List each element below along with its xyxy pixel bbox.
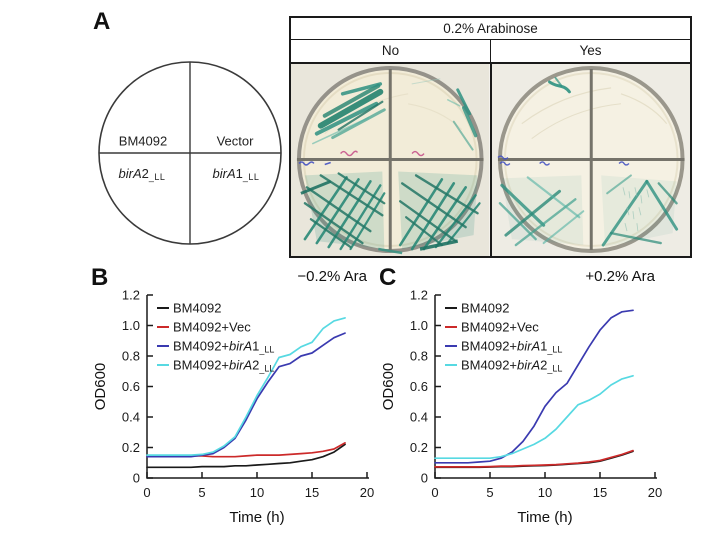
- gene-subscript: _LL: [148, 172, 166, 182]
- y-tick-label: 0.6: [122, 379, 140, 394]
- x-tick-label: 10: [250, 485, 264, 500]
- x-tick-label: 20: [648, 485, 662, 500]
- legend-label: BM4092: [173, 301, 221, 316]
- gene-subscript: _LL: [242, 172, 260, 182]
- x-tick-label: 5: [198, 485, 205, 500]
- column-header-no: No: [291, 40, 491, 62]
- petri-plate-photo-no: [291, 64, 492, 256]
- petri-plate-no-image: [291, 64, 490, 256]
- y-tick-label: 0: [133, 471, 140, 486]
- legend-label: BM4092+birA1_LL: [461, 339, 562, 355]
- x-tick-label: 0: [143, 485, 150, 500]
- y-tick-label: 0.2: [122, 440, 140, 455]
- chart-axes: [146, 294, 369, 479]
- y-tick-label: 1.2: [122, 288, 140, 303]
- y-axis-label: OD600: [92, 363, 109, 411]
- growth-chart-panel-c: C +0.2% Ara 0 0.2 0.4 0.6 0.8 1.0 1.2 0 5 10 15 20 T…: [373, 262, 673, 536]
- y-tick-label: 0.6: [410, 379, 428, 394]
- legend-label: BM4092+Vec: [461, 320, 539, 335]
- panel-b-label: B: [91, 264, 109, 291]
- growth-chart-panel-b: B −0.2% Ara 0 0.2 0.4 0.6 0.8 1.0 1.2 0 5 10 15 20 T…: [85, 262, 385, 536]
- gene-name: birA: [118, 166, 142, 181]
- y-tick-label: 0.8: [410, 349, 428, 364]
- diagram-label-bira2: birA2_LL: [119, 166, 166, 182]
- x-tick-label: 20: [360, 485, 374, 500]
- y-tick-label: 0.4: [122, 410, 140, 425]
- series-bm4092-bira1-ll: [434, 309, 634, 464]
- arabinose-plates-table: 0.2% Arabinose No Yes: [289, 16, 692, 258]
- growth-curve-chart-minus-ara: 0 0.2 0.4 0.6 0.8 1.0 1.2 0 5 10 15 20 Time (h) OD600…: [92, 288, 374, 527]
- chart-axes: [434, 294, 657, 479]
- panel-a-label: A: [93, 8, 111, 35]
- legend-label: BM4092+birA2_LL: [173, 358, 274, 374]
- petri-plate-yes-image: [491, 64, 690, 256]
- quadrant-diagram-circle: [98, 61, 282, 245]
- gene-number: 1: [235, 166, 243, 181]
- series-bm4092-bira2-ll: [434, 374, 634, 460]
- y-tick-label: 0.2: [410, 440, 428, 455]
- table-subheader-row: No Yes: [291, 40, 690, 64]
- series-bm4092-bira1-ll: [146, 332, 346, 458]
- y-tick-label: 0.4: [410, 410, 428, 425]
- quadrant-plate-diagram: BM4092 Vector birA2_LL birA1_LL: [95, 60, 285, 252]
- diagram-label-bm4092: BM4092: [118, 133, 168, 149]
- series-bm4092-bira2-ll: [146, 317, 346, 456]
- y-tick-label: 1.2: [410, 288, 428, 303]
- diagram-label-bira1: birA1_LL: [213, 166, 260, 182]
- x-tick-label: 15: [305, 485, 319, 500]
- gene-name: birA: [212, 166, 236, 181]
- x-tick-label: 10: [538, 485, 552, 500]
- diagram-label-vector: Vector: [216, 133, 254, 149]
- y-tick-label: 0: [421, 471, 428, 486]
- legend-label: BM4092: [461, 301, 509, 316]
- x-tick-label: 0: [431, 485, 438, 500]
- plate-photos-row: [291, 64, 690, 256]
- x-tick-label: 5: [486, 485, 493, 500]
- y-tick-label: 0.8: [122, 349, 140, 364]
- x-tick-label: 15: [593, 485, 607, 500]
- growth-curve-chart-plus-ara: 0 0.2 0.4 0.6 0.8 1.0 1.2 0 5 10 15 20 Time (h) OD600…: [380, 288, 662, 527]
- chart-title-minus-ara: −0.2% Ara: [297, 268, 367, 285]
- y-tick-label: 1.0: [122, 318, 140, 333]
- x-axis-label: Time (h): [229, 509, 284, 526]
- column-header-yes: Yes: [579, 43, 602, 58]
- legend-label: BM4092+birA1_LL: [173, 339, 274, 355]
- legend-label: BM4092+birA2_LL: [461, 358, 562, 374]
- series-bm4092: [146, 443, 346, 469]
- y-tick-label: 1.0: [410, 318, 428, 333]
- y-axis-label: OD600: [380, 363, 397, 411]
- chart-title-plus-ara: +0.2% Ara: [585, 268, 655, 285]
- legend-label: BM4092+Vec: [173, 320, 251, 335]
- table-header-arabinose: 0.2% Arabinose: [291, 18, 690, 40]
- petri-plate-photo-yes: [491, 64, 690, 256]
- panel-c-label: C: [379, 264, 397, 291]
- gene-number: 2: [141, 166, 149, 181]
- series-bm4092-vec: [434, 449, 634, 468]
- x-axis-label: Time (h): [517, 509, 572, 526]
